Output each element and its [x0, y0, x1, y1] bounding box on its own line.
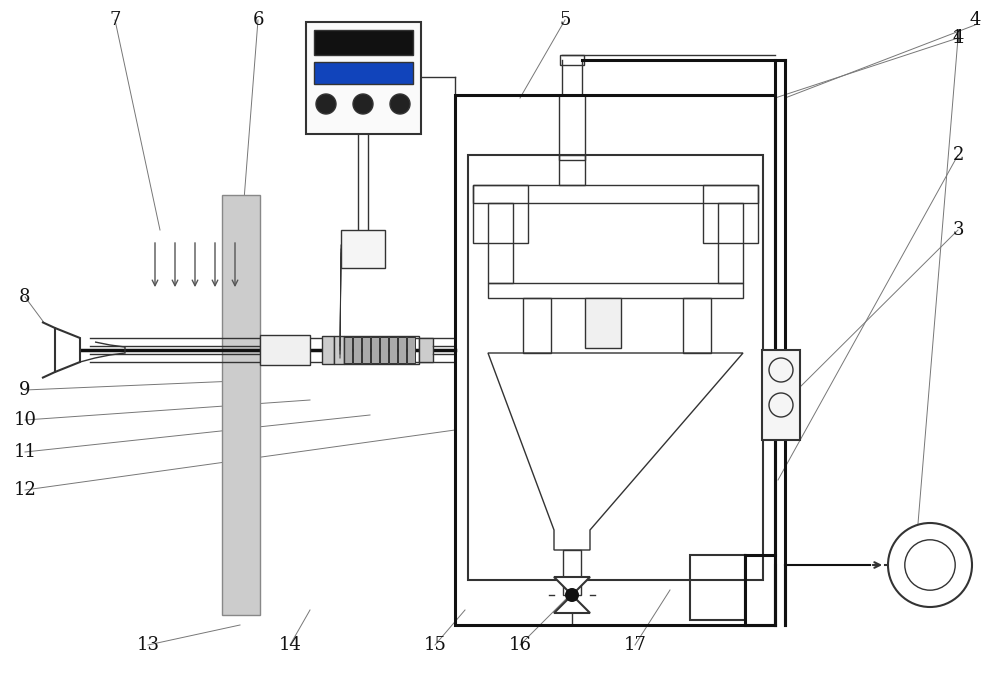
Bar	[419, 338, 433, 362]
Text: 8: 8	[19, 288, 31, 306]
Text: 17: 17	[624, 636, 646, 654]
Text: 3: 3	[952, 221, 964, 239]
Bar	[762, 350, 800, 440]
Text: 2: 2	[952, 146, 964, 164]
Circle shape	[316, 94, 336, 114]
Text: 1: 1	[952, 29, 964, 47]
Bar	[473, 185, 528, 243]
Text: 4: 4	[952, 29, 964, 47]
Bar	[690, 555, 745, 620]
Text: 6: 6	[252, 11, 264, 29]
Bar	[559, 155, 585, 185]
Bar	[683, 298, 711, 353]
Bar	[523, 298, 551, 353]
Bar	[306, 22, 421, 134]
Circle shape	[353, 94, 373, 114]
Text: 11: 11	[14, 443, 36, 461]
Bar	[718, 203, 743, 283]
Bar	[322, 336, 334, 364]
Polygon shape	[554, 595, 590, 613]
Text: 5: 5	[559, 11, 571, 29]
Text: 4: 4	[969, 11, 981, 29]
Bar	[559, 95, 585, 160]
Circle shape	[390, 94, 410, 114]
Bar	[488, 203, 513, 283]
Text: 16: 16	[509, 636, 532, 654]
Bar	[473, 185, 758, 203]
Bar	[468, 155, 763, 580]
Circle shape	[888, 523, 972, 607]
Text: 15: 15	[424, 636, 446, 654]
Bar	[563, 550, 581, 595]
Bar	[353, 337, 361, 363]
Bar	[560, 55, 584, 65]
Text: 14: 14	[279, 636, 301, 654]
Circle shape	[565, 588, 579, 602]
Bar	[380, 337, 388, 363]
Bar	[344, 337, 352, 363]
Text: 9: 9	[19, 381, 31, 399]
Bar	[389, 337, 397, 363]
Bar	[222, 195, 260, 615]
Polygon shape	[42, 322, 55, 378]
Polygon shape	[55, 328, 80, 372]
Bar	[455, 95, 775, 625]
Bar	[585, 298, 621, 348]
Bar	[703, 185, 758, 243]
Bar	[371, 337, 379, 363]
Bar	[344, 336, 419, 364]
Bar	[398, 337, 406, 363]
Polygon shape	[554, 577, 590, 595]
Bar	[362, 337, 370, 363]
Text: 10: 10	[14, 411, 36, 429]
Bar	[341, 230, 385, 268]
Text: 13: 13	[136, 636, 160, 654]
Bar	[314, 30, 413, 55]
Bar	[260, 335, 310, 365]
Bar	[488, 283, 743, 298]
Bar	[407, 337, 415, 363]
Text: 7: 7	[109, 11, 121, 29]
Circle shape	[905, 540, 955, 590]
Bar	[314, 62, 413, 84]
Text: 12: 12	[14, 481, 36, 499]
Bar	[334, 336, 344, 364]
